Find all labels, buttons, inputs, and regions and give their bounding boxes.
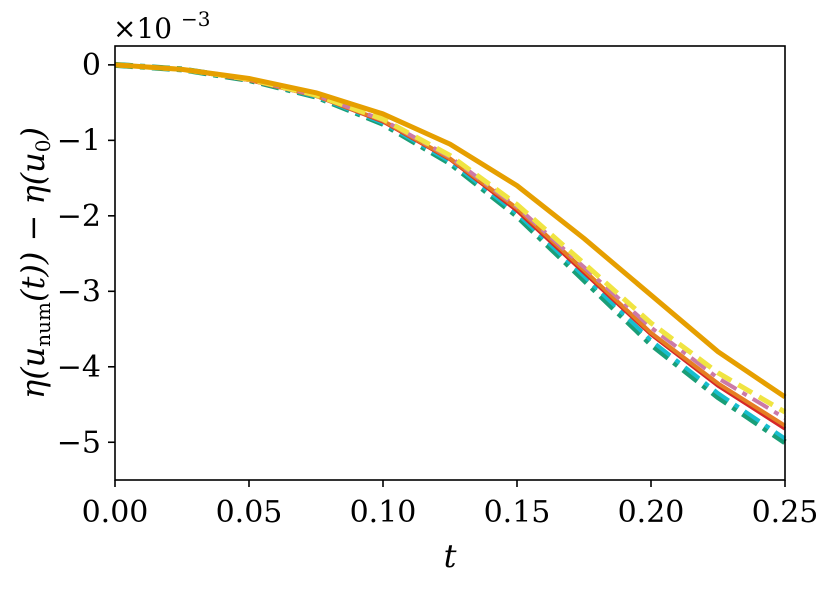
series-layer bbox=[114, 61, 787, 445]
y-tick-label: −5 bbox=[57, 425, 101, 460]
x-tick-label: 0.25 bbox=[752, 495, 819, 530]
series-line-7 bbox=[114, 62, 787, 400]
x-tick-label: 0.15 bbox=[484, 495, 551, 530]
y-multiplier: ×10 −3 bbox=[113, 7, 210, 45]
x-axis-label: t bbox=[444, 537, 457, 575]
y-tick-label: −1 bbox=[57, 123, 101, 158]
y-tick-label: 0 bbox=[82, 48, 101, 83]
y-multiplier-exp: −3 bbox=[181, 7, 210, 31]
series-line-6 bbox=[114, 62, 787, 415]
ticks-layer: 0.00 0.05 0.10 0.15 0.20 0.25 0 −1 −2 −3 −4 −5 bbox=[57, 48, 819, 530]
y-axis-label: η(unum(t)) − η(u0) bbox=[14, 127, 55, 399]
x-tick-label: 0.05 bbox=[216, 495, 283, 530]
x-tick-label: 0.00 bbox=[82, 495, 149, 530]
y-tick-label: −4 bbox=[57, 350, 101, 385]
y-multiplier-base: ×10 bbox=[113, 12, 172, 45]
y-tick-label: −3 bbox=[57, 274, 101, 309]
x-tick-label: 0.10 bbox=[350, 495, 417, 530]
plot-frame bbox=[114, 45, 786, 481]
plot-background bbox=[115, 46, 785, 480]
x-tick-label: 0.20 bbox=[618, 495, 685, 530]
y-tick-label: −2 bbox=[57, 199, 101, 234]
